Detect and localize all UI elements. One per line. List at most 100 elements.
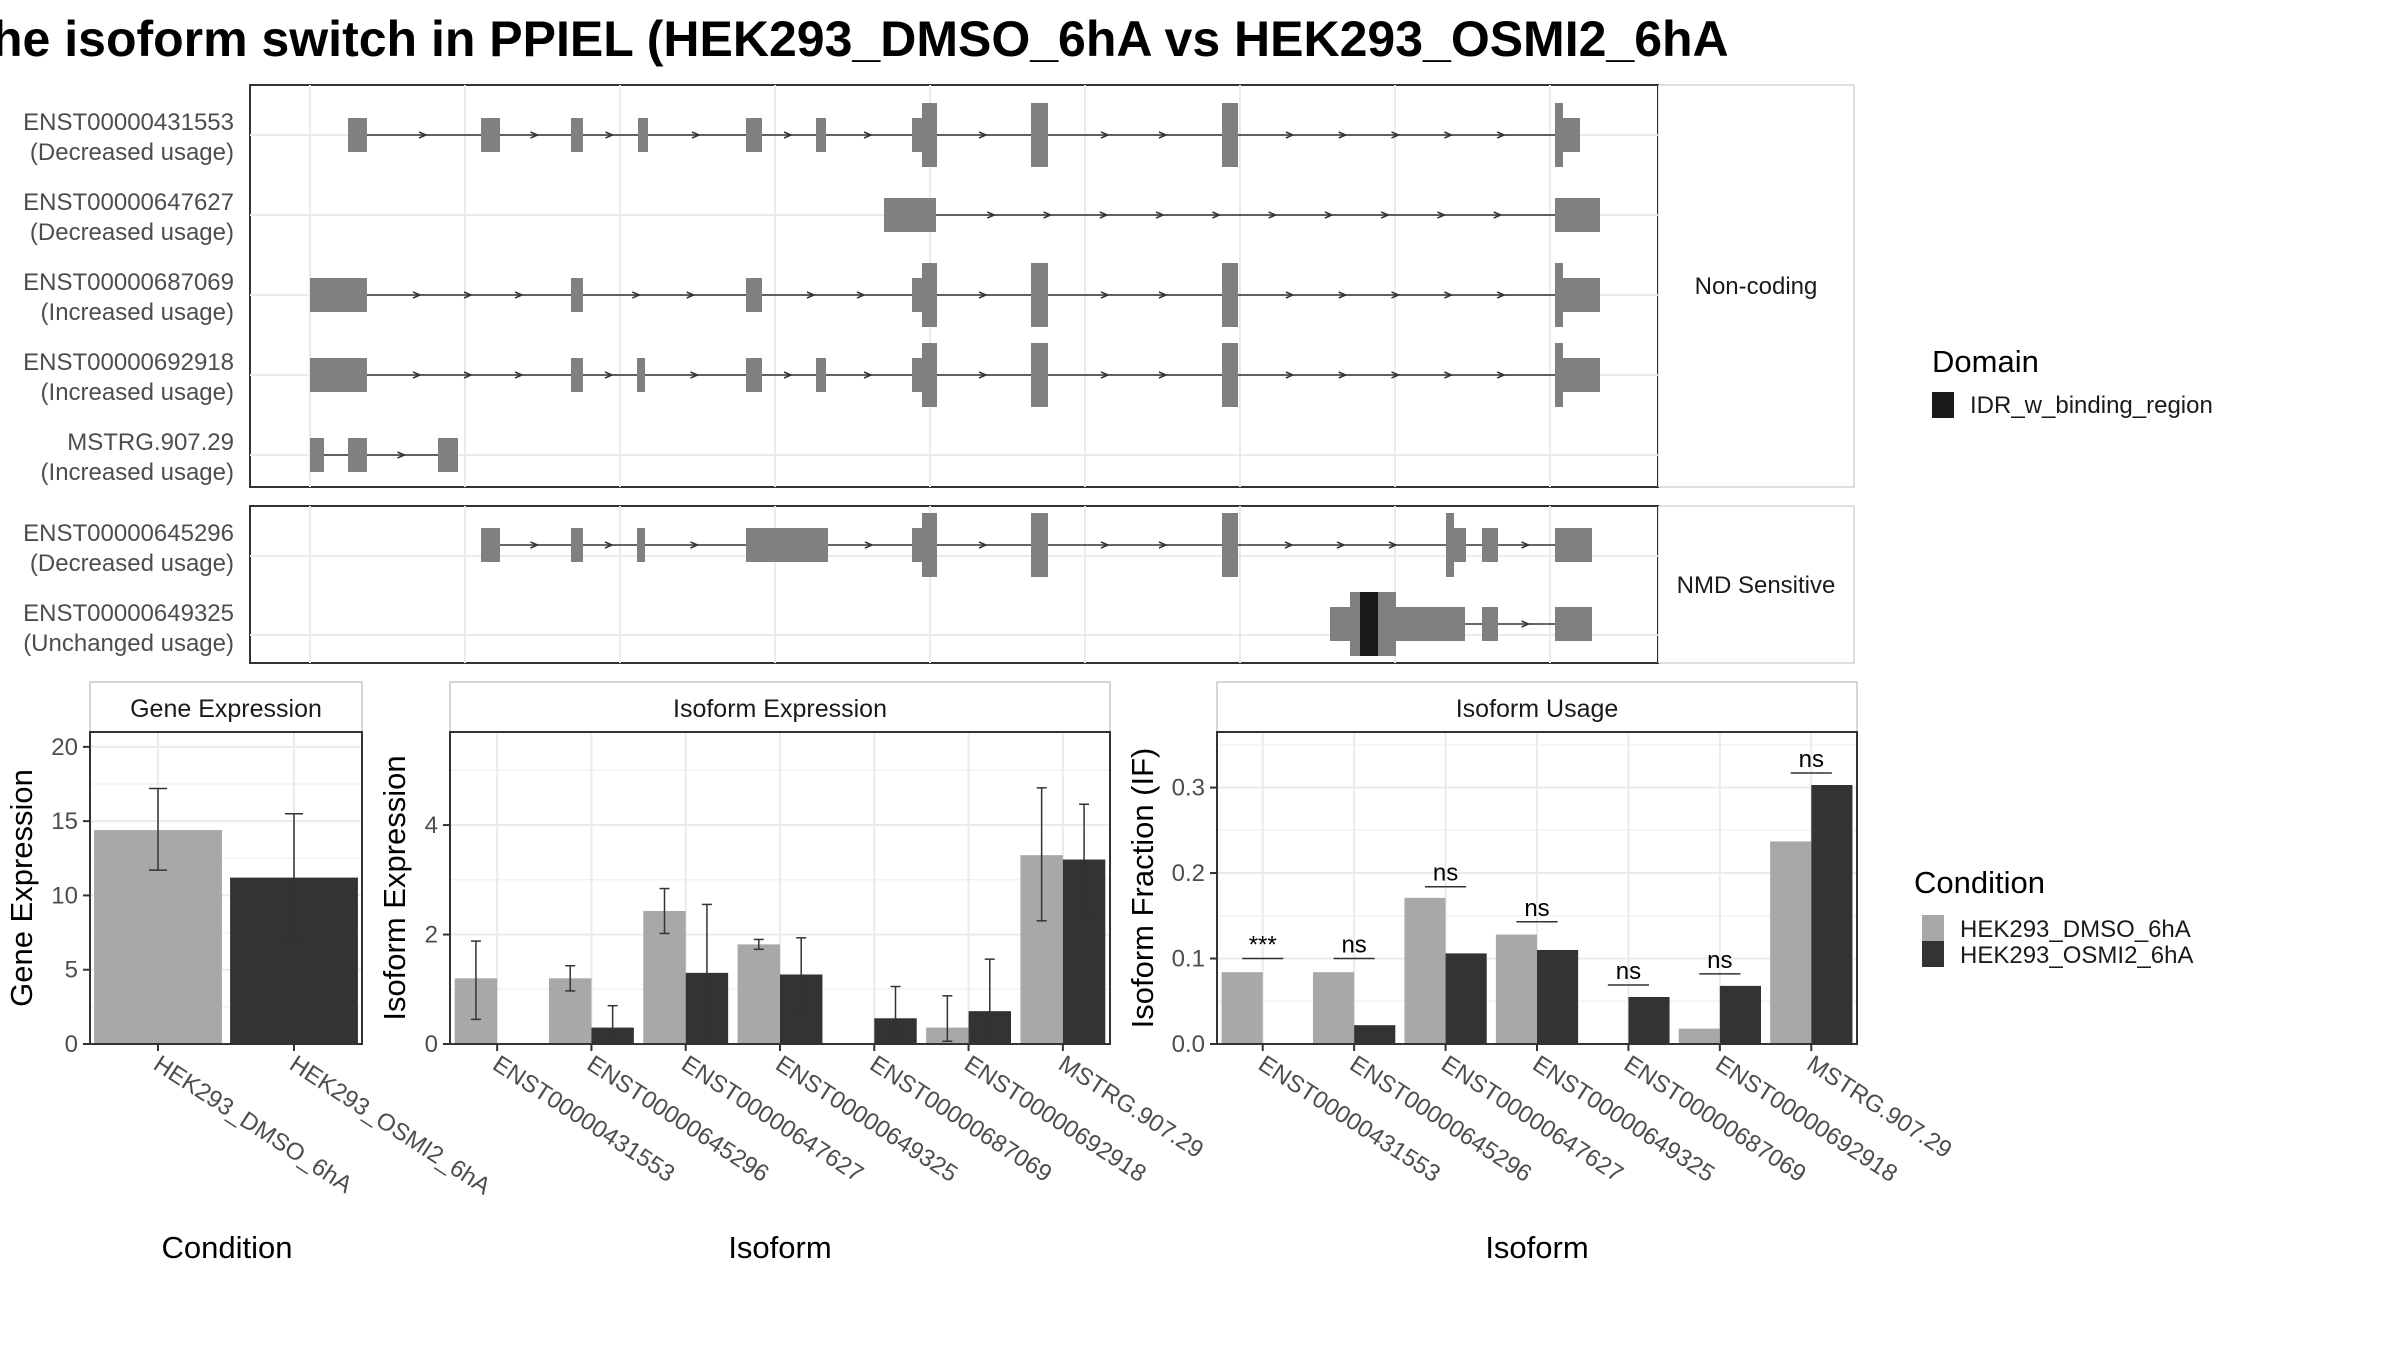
y-axis-title: Isoform Fraction (IF) bbox=[1125, 748, 1160, 1029]
gene-expression-chart: Gene Expression05101520HEK293_DMSO_6hAHE… bbox=[4, 681, 495, 1265]
exon-block bbox=[1396, 607, 1465, 641]
exon-block bbox=[1222, 343, 1238, 407]
exon-block bbox=[1555, 263, 1563, 327]
bar bbox=[1354, 1025, 1396, 1044]
y-tick-label: 0.0 bbox=[1172, 1031, 1205, 1058]
strand-arrow bbox=[1521, 620, 1531, 628]
strand-arrow bbox=[463, 371, 473, 379]
exon-block bbox=[1555, 103, 1563, 167]
strand-arrow bbox=[864, 541, 874, 549]
bar bbox=[1221, 972, 1263, 1044]
strand-arrow bbox=[1100, 131, 1110, 139]
strand-arrow bbox=[1285, 371, 1295, 379]
strand-arrow bbox=[632, 291, 642, 299]
condition-legend-key-dmso bbox=[1922, 915, 1944, 941]
domain-legend-label: IDR_w_binding_region bbox=[1970, 392, 2213, 419]
strand-arrow bbox=[783, 131, 793, 139]
transcript-id-label: ENST00000692918 bbox=[23, 349, 234, 376]
exon-block bbox=[1031, 263, 1048, 327]
exon-block bbox=[1031, 513, 1048, 577]
strand-arrow bbox=[604, 541, 614, 549]
strand-arrow bbox=[397, 451, 407, 459]
exon-block bbox=[310, 438, 324, 472]
exon-block bbox=[1222, 263, 1238, 327]
bar bbox=[1719, 985, 1761, 1044]
transcript-id-label: ENST00000687069 bbox=[23, 269, 234, 296]
significance-label: ns bbox=[1707, 947, 1732, 974]
strand-arrow bbox=[690, 371, 700, 379]
strand-arrow bbox=[1388, 541, 1398, 549]
exon-block bbox=[571, 358, 583, 392]
bar bbox=[1811, 784, 1853, 1044]
condition-legend: Condition HEK293_DMSO_6hA HEK293_OSMI2_6… bbox=[1914, 865, 2193, 969]
exon-block bbox=[1482, 528, 1498, 562]
transcript-id-label: MSTRG.907.29 bbox=[67, 429, 234, 456]
domain-legend: Domain IDR_w_binding_region bbox=[1932, 344, 2213, 419]
strand-arrow bbox=[1336, 541, 1346, 549]
exon-block bbox=[571, 528, 583, 562]
strand-arrow bbox=[1158, 131, 1168, 139]
strand-arrow bbox=[1338, 131, 1348, 139]
exon-block bbox=[1555, 198, 1600, 232]
strand-arrow bbox=[1437, 211, 1447, 219]
panel-border bbox=[89, 731, 363, 1045]
strand-arrow bbox=[463, 291, 473, 299]
y-tick-label: 0 bbox=[65, 1031, 78, 1058]
strand-arrow bbox=[1338, 291, 1348, 299]
transcript-model bbox=[481, 513, 1592, 577]
strand-arrow bbox=[1380, 211, 1391, 219]
significance-label: ns bbox=[1799, 746, 1824, 773]
strand-arrow bbox=[1444, 291, 1454, 299]
panel-strip-title: Gene Expression bbox=[130, 695, 322, 723]
strand-arrow bbox=[863, 371, 873, 379]
exon-block bbox=[1555, 343, 1563, 407]
strand-arrow bbox=[1444, 131, 1454, 139]
exon-block bbox=[571, 118, 583, 152]
exon-block bbox=[637, 358, 645, 392]
strand-arrow bbox=[783, 371, 793, 379]
strand-arrow bbox=[1521, 541, 1531, 549]
facet-label-noncoding: Non-coding bbox=[1695, 273, 1818, 300]
exon-block bbox=[1563, 278, 1600, 312]
y-tick-label: 20 bbox=[51, 734, 78, 761]
strand-arrow bbox=[530, 541, 540, 549]
significance-label: ns bbox=[1524, 895, 1549, 922]
strand-arrow bbox=[1444, 371, 1454, 379]
bar bbox=[1313, 972, 1355, 1044]
condition-legend-label-dmso: HEK293_DMSO_6hA bbox=[1960, 916, 2191, 943]
strand-arrow bbox=[691, 131, 701, 139]
exon-block bbox=[912, 358, 922, 392]
transcript-labels: ENST00000431553 (Decreased usage) ENST0000… bbox=[23, 109, 234, 657]
strand-arrow bbox=[1284, 541, 1294, 549]
panel-strip-title: Isoform Usage bbox=[1456, 695, 1619, 723]
panel-strip-title: Isoform Expression bbox=[673, 695, 887, 723]
condition-legend-title: Condition bbox=[1914, 865, 2045, 900]
exon-block bbox=[912, 118, 922, 152]
strand-arrow bbox=[530, 131, 540, 139]
exon-block bbox=[922, 513, 937, 577]
transcript-models-noncoding bbox=[310, 103, 1600, 472]
transcript-usage-label: (Decreased usage) bbox=[30, 139, 234, 166]
bar bbox=[1678, 1028, 1720, 1044]
strand-arrow bbox=[1268, 211, 1278, 219]
exon-block bbox=[1454, 528, 1466, 562]
strand-arrow bbox=[418, 131, 428, 139]
strand-arrow bbox=[1158, 291, 1168, 299]
strand-arrow bbox=[1043, 211, 1053, 219]
x-axis-title: Isoform bbox=[728, 1230, 831, 1265]
transcript-model bbox=[1330, 592, 1592, 656]
significance-label: ns bbox=[1616, 958, 1641, 985]
significance-label: *** bbox=[1249, 932, 1277, 959]
exon-block bbox=[912, 528, 922, 562]
transcript-id-label: ENST00000431553 bbox=[23, 109, 234, 136]
exon-block bbox=[922, 343, 937, 407]
exon-block bbox=[1563, 358, 1600, 392]
strand-arrow bbox=[686, 291, 696, 299]
panel-strip bbox=[1216, 681, 1858, 733]
exon-block bbox=[638, 118, 648, 152]
isoform-structure-panel-noncoding: Non-coding bbox=[249, 84, 1855, 488]
exon-block bbox=[1330, 607, 1350, 641]
y-tick-label: 0.1 bbox=[1172, 946, 1205, 973]
transcript-usage-label: (Unchanged usage) bbox=[23, 630, 234, 657]
